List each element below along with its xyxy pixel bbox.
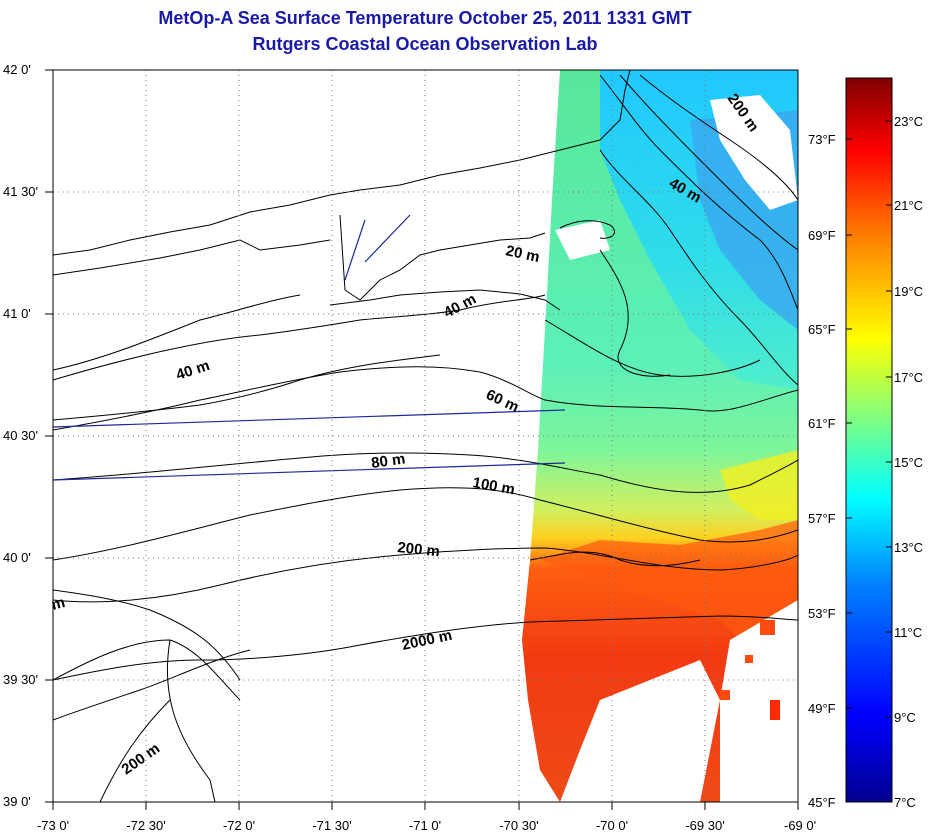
coastline	[53, 70, 631, 802]
lon-label: -71 30'	[312, 818, 351, 833]
lon-label: -70 30'	[499, 818, 538, 833]
sst-swath	[522, 70, 798, 802]
colorbar-ramp	[845, 77, 893, 803]
lat-label: 41 30'	[3, 184, 38, 199]
lat-label: 39 30'	[3, 672, 38, 687]
colorbar-f-label: 45°F	[808, 795, 836, 810]
transect-lines	[52, 214, 566, 481]
colorbar-c-label: 11°C	[894, 625, 922, 640]
colorbar-c-label: 17°C	[894, 370, 923, 385]
colorbar-c-label: 15°C	[894, 455, 923, 470]
axis-ticks	[45, 69, 799, 810]
lat-label: 41 0'	[3, 306, 31, 321]
lon-label: -72 0'	[223, 818, 255, 833]
colorbar-f-label: 61°F	[808, 416, 836, 431]
contour-label: 100 m	[471, 474, 516, 498]
colorbar-f-label: 49°F	[808, 701, 836, 716]
contour-label: 200 m	[397, 539, 441, 560]
contour-label: 40 m	[441, 290, 479, 321]
map-title: MetOp-A Sea Surface Temperature October …	[158, 8, 692, 28]
graticule	[53, 70, 798, 802]
bathymetry-contours	[53, 74, 798, 802]
colorbar-c-label: 13°C	[894, 540, 923, 555]
contour-label: 40 m	[174, 357, 212, 384]
lon-label: -69 30'	[685, 818, 724, 833]
contour-label: 20 m	[504, 242, 541, 266]
lat-label: 39 0'	[3, 794, 31, 809]
latitude-labels: 42 0' 41 30' 41 0' 40 30' 40 0' 39 30' 3…	[3, 62, 38, 809]
contour-label: m	[50, 594, 67, 614]
colorbar-f-label: 53°F	[808, 606, 836, 621]
colorbar-c-label: 23°C	[894, 114, 923, 129]
colorbar-c-label: 9°C	[894, 710, 916, 725]
colorbar-c-label: 21°C	[894, 198, 923, 213]
lat-label: 40 0'	[3, 550, 31, 565]
map-subtitle: Rutgers Coastal Ocean Observation Lab	[252, 34, 598, 54]
lat-label: 42 0'	[3, 62, 31, 77]
lon-label: -72 30'	[126, 818, 165, 833]
lon-label: -69 0'	[784, 818, 816, 833]
longitude-labels: -73 0' -72 30' -72 0' -71 30' -71 0' -70…	[37, 818, 816, 833]
colorbar-c-label: 19°C	[894, 284, 923, 299]
colorbar-f-label: 65°F	[808, 322, 836, 337]
colorbar-c-label: 7°C	[894, 795, 916, 810]
lon-label: -73 0'	[37, 818, 69, 833]
contour-label: 2000 m	[400, 627, 453, 654]
lat-label: 40 30'	[3, 428, 38, 443]
colorbar-f-label: 57°F	[808, 511, 836, 526]
contour-label: 80 m	[370, 450, 406, 472]
cloud-mask	[710, 95, 798, 210]
colorbar-f-label: 73°F	[808, 132, 836, 147]
colorbar-f-label: 69°F	[808, 228, 836, 243]
contour-label: 200 m	[119, 740, 164, 778]
lon-label: -70 0'	[596, 818, 628, 833]
colorbar: 73°F 69°F 65°F 61°F 57°F 53°F 49°F 45°F …	[808, 77, 923, 810]
lon-label: -71 0'	[409, 818, 441, 833]
